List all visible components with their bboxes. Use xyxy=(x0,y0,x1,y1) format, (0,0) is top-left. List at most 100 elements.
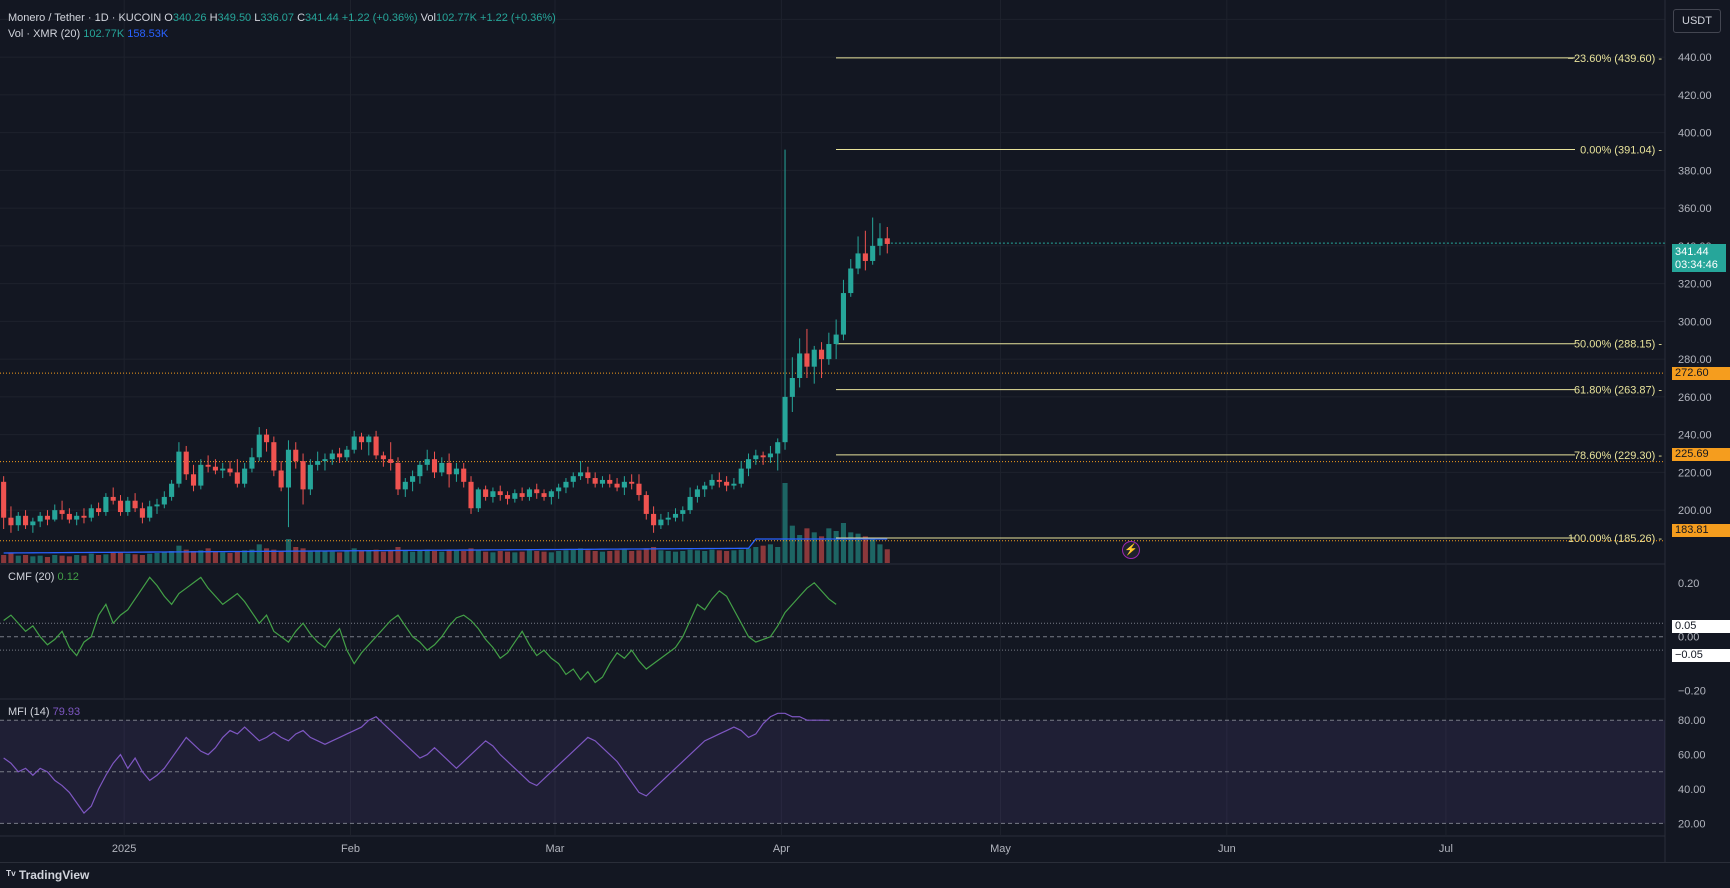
volume-bars xyxy=(1,483,890,563)
candle-body xyxy=(103,496,109,513)
candle-body xyxy=(534,489,540,494)
volume-bar xyxy=(66,556,72,563)
fib-level-label: 78.60% (229.30) - xyxy=(1574,450,1662,462)
candle-body xyxy=(66,513,72,520)
volume-bar xyxy=(388,550,394,563)
candle-body xyxy=(672,513,679,518)
fib-level-label: 100.00% (185.26) - xyxy=(1568,533,1663,545)
candle-body xyxy=(176,451,182,484)
volume-value: 102.77K xyxy=(83,28,125,40)
volume-bar xyxy=(702,551,708,563)
volume-bar xyxy=(526,550,532,563)
candle-body xyxy=(249,457,255,469)
currency-button[interactable]: USDT xyxy=(1673,9,1721,33)
volume-bar xyxy=(497,551,503,563)
volume-indicator-name[interactable]: Vol · XMR (20) xyxy=(8,28,81,40)
footer-bar: ᵀᵛ TradingView xyxy=(0,862,1730,888)
candle-body xyxy=(789,378,795,397)
volume-bar xyxy=(461,551,467,563)
volume-bar xyxy=(220,552,226,563)
cmf-tick-label: 0.00 xyxy=(1678,632,1699,644)
change-value: +1.22 (+0.36%) xyxy=(341,12,418,24)
volume-bar xyxy=(680,551,686,563)
candle-body xyxy=(227,468,233,473)
volume-bar xyxy=(23,555,29,563)
mfi-label[interactable]: MFI (14) xyxy=(8,706,50,718)
volume-bar xyxy=(607,551,613,563)
candle-body xyxy=(629,481,635,484)
volume-bar xyxy=(782,483,788,563)
candle-body xyxy=(884,238,890,244)
volume-bar xyxy=(848,532,854,563)
volume-bar xyxy=(826,528,832,563)
volume-bar xyxy=(132,554,138,563)
candle-body xyxy=(760,455,766,458)
tradingview-logo[interactable]: ᵀᵛ TradingView xyxy=(6,868,89,882)
candle-body xyxy=(519,493,525,497)
volume-bar xyxy=(52,555,58,563)
price-axis[interactable]: 460.00440.00420.00400.00380.00360.00340.… xyxy=(1678,14,1712,830)
candle-body xyxy=(380,455,386,460)
candle-body xyxy=(592,478,598,484)
candle-body xyxy=(877,238,883,246)
volume-bar xyxy=(198,550,204,563)
candle-body xyxy=(745,459,752,469)
time-axis[interactable]: 2025 Feb Mar Apr May Jun Jul xyxy=(112,843,1453,855)
fib-level-label: −23.60% (439.60) - xyxy=(1568,53,1663,65)
volume-bar xyxy=(190,551,197,563)
volume-bar xyxy=(548,552,554,563)
tv-logo-icon: ᵀᵛ xyxy=(6,868,19,882)
volume-bar xyxy=(446,550,452,563)
candle-body xyxy=(497,491,503,496)
volume-bar xyxy=(344,551,350,563)
volume-bar xyxy=(767,544,773,563)
candle-body xyxy=(329,453,335,460)
candle-body xyxy=(658,519,664,526)
candle-body xyxy=(373,436,379,456)
candle-body xyxy=(804,353,810,367)
mfi-tick-label: 20.00 xyxy=(1678,818,1706,830)
volume-bar xyxy=(512,552,518,563)
candle-body xyxy=(8,517,14,526)
cmf-label[interactable]: CMF (20) xyxy=(8,571,55,583)
volume-bar xyxy=(212,551,218,563)
volume-bar xyxy=(541,551,547,563)
volume-bar xyxy=(534,551,540,563)
volume-bar xyxy=(300,548,306,563)
volume-bar xyxy=(205,548,211,563)
volume-bar xyxy=(417,550,423,563)
cmf-tag-neg: −0.05 xyxy=(1672,649,1730,662)
volume-bar xyxy=(811,532,817,563)
price-tick-label: 360.00 xyxy=(1678,203,1712,215)
candle-body xyxy=(417,464,423,477)
volume-bar xyxy=(37,555,43,563)
candle-body xyxy=(680,510,686,514)
volume-bar xyxy=(578,548,584,563)
candle-body xyxy=(37,515,43,522)
lightning-icon[interactable]: ⚡ xyxy=(1122,541,1140,559)
volume-bar xyxy=(103,554,109,563)
volume-bar xyxy=(410,551,416,563)
volume-bar xyxy=(738,549,744,563)
volume-bar xyxy=(475,550,481,563)
candle-body xyxy=(59,510,65,514)
volume-bar xyxy=(373,549,379,563)
candle-body xyxy=(81,515,87,518)
price-tick-label: 200.00 xyxy=(1678,505,1712,517)
volume-bar xyxy=(556,551,562,563)
mfi-line xyxy=(3,712,829,814)
candle-body xyxy=(15,515,21,526)
volume-bar xyxy=(402,551,408,563)
candle-body xyxy=(263,434,270,443)
candle-body xyxy=(300,461,306,490)
candle-body xyxy=(23,515,29,526)
fibonacci-retracement[interactable]: −23.60% (439.60) - 0.00% (391.04) - 50.00%… xyxy=(0,53,1665,545)
price-tick-label: 440.00 xyxy=(1678,52,1712,64)
price-tick-label: 380.00 xyxy=(1678,165,1712,177)
candle-body xyxy=(731,483,737,486)
fib-level-label: 50.00% (288.15) - xyxy=(1574,339,1662,351)
volume-bar xyxy=(81,555,87,563)
price-tick-label: 400.00 xyxy=(1678,128,1712,140)
symbol-title[interactable]: Monero / Tether · 1D · KUCOIN xyxy=(8,12,162,24)
